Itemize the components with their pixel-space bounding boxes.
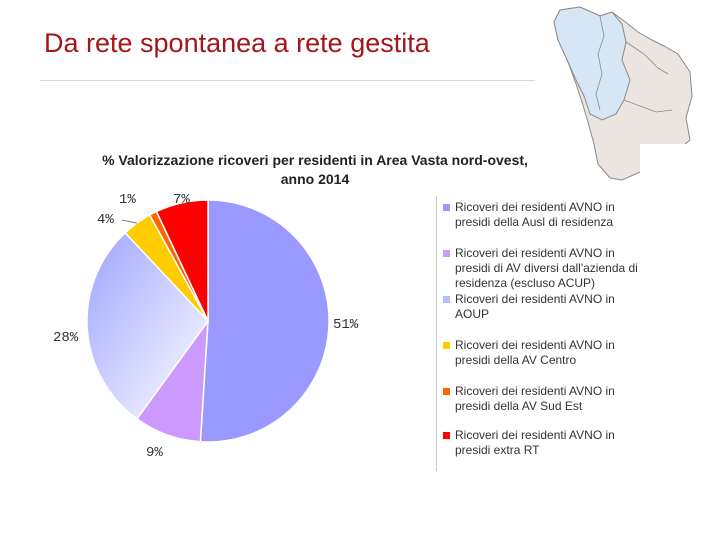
- pie-slice-6: [155, 199, 209, 322]
- legend-swatch: [443, 432, 450, 439]
- slice-percent-label: 1%: [119, 192, 136, 208]
- slice-percent-label: 51%: [333, 317, 359, 333]
- legend-label-line: Ricoveri dei residenti AVNO in: [455, 292, 615, 306]
- legend-label-line: presidi di AV diversi dall'azienda di: [455, 261, 638, 275]
- chart-subtitle: anno 2014: [280, 171, 350, 187]
- slide-title: Da rete spontanea a rete gestita: [44, 28, 430, 58]
- title-divider: [40, 80, 535, 81]
- slice-percent-label: 7%: [173, 192, 190, 208]
- legend-label-line: presidi della AV Centro: [455, 353, 577, 367]
- legend-label-line: presidi extra RT: [455, 443, 540, 457]
- legend-label: Ricoveri dei residenti AVNO in AOUP: [455, 292, 615, 322]
- slice-percent-label: 9%: [146, 445, 163, 461]
- legend-label-line: Ricoveri dei residenti AVNO in: [455, 384, 615, 398]
- legend-swatch: [443, 204, 450, 211]
- legend-label-line: presidi della AV Sud Est: [455, 399, 583, 413]
- chart-title: % Valorizzazione ricoveri per residenti …: [102, 152, 528, 168]
- chart-title-block: % Valorizzazione ricoveri per residenti …: [80, 151, 550, 189]
- legend-label-line: residenza (escluso ACUP): [455, 276, 596, 290]
- legend-swatch: [443, 388, 450, 395]
- legend-label: Ricoveri dei residenti AVNO in presidi de…: [455, 384, 615, 414]
- legend-label: Ricoveri dei residenti AVNO in presidi di…: [455, 246, 638, 291]
- legend-label-line: Ricoveri dei residenti AVNO in: [455, 246, 615, 260]
- legend-label: Ricoveri dei residenti AVNO in presidi de…: [455, 200, 615, 230]
- chart-legend: Ricoveri dei residenti AVNO in presidi de…: [436, 196, 647, 471]
- legend-label-line: Ricoveri dei residenti AVNO in: [455, 428, 615, 442]
- legend-swatch: [443, 342, 450, 349]
- leader-line: [121, 219, 137, 224]
- legend-label-line: presidi della Ausl di residenza: [455, 215, 614, 229]
- legend-swatch: [443, 296, 450, 303]
- slice-percent-label: 4%: [97, 212, 114, 228]
- legend-label-line: Ricoveri dei residenti AVNO in: [455, 338, 615, 352]
- legend-label: Ricoveri dei residenti AVNO in presidi ex…: [455, 428, 615, 458]
- legend-swatch: [443, 250, 450, 257]
- pie-slice-3: [86, 231, 209, 420]
- tuscany-map-image: [553, 6, 705, 182]
- legend-label-line: AOUP: [455, 307, 490, 321]
- pie-slice-1: [199, 199, 330, 443]
- legend-label: Ricoveri dei residenti AVNO in presidi de…: [455, 338, 615, 368]
- slice-percent-label: 28%: [53, 330, 79, 346]
- legend-label-line: Ricoveri dei residenti AVNO in: [455, 200, 615, 214]
